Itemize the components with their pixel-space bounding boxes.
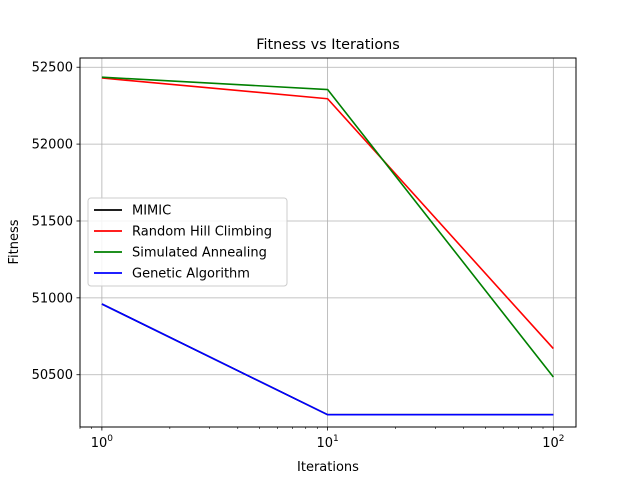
x-tick-label-exponent: 0	[107, 434, 113, 444]
x-tick-label-base: 10	[542, 436, 559, 451]
y-axis-label: Fitness	[7, 219, 22, 264]
y-tick-label: 51000	[32, 291, 73, 306]
series-line-random-hill-climbing	[101, 77, 554, 350]
y-tick-label: 52000	[32, 138, 73, 153]
legend-label: Genetic Algorithm	[132, 267, 250, 282]
legend-box	[87, 197, 288, 287]
legend-label: Random Hill Climbing	[132, 225, 272, 240]
series-lines	[101, 76, 554, 416]
y-tick-label: 51500	[32, 214, 73, 229]
x-tick-label-exponent: 2	[559, 434, 565, 444]
x-tick-label: 101	[316, 434, 338, 451]
legend: MIMIC Random Hill Climbing Simulated Annea…	[87, 197, 288, 287]
grid	[80, 58, 576, 427]
legend-label: Simulated Annealing	[132, 246, 267, 261]
x-tick-label: 100	[91, 434, 114, 451]
series-line-simulated-annealing	[101, 76, 554, 378]
series-line-genetic-algorithm	[101, 303, 554, 416]
y-tick-label: 52500	[32, 61, 73, 76]
x-tick-label-base: 10	[316, 436, 333, 451]
y-tick-label: 50500	[32, 368, 73, 383]
chart-title: Fitness vs Iterations	[256, 37, 400, 53]
x-tick-label: 102	[542, 434, 564, 451]
x-axis-label: Iterations	[297, 460, 359, 475]
legend-label: MIMIC	[132, 204, 171, 219]
x-tick-label-base: 10	[91, 436, 108, 451]
x-tick-label-exponent: 1	[333, 434, 339, 444]
